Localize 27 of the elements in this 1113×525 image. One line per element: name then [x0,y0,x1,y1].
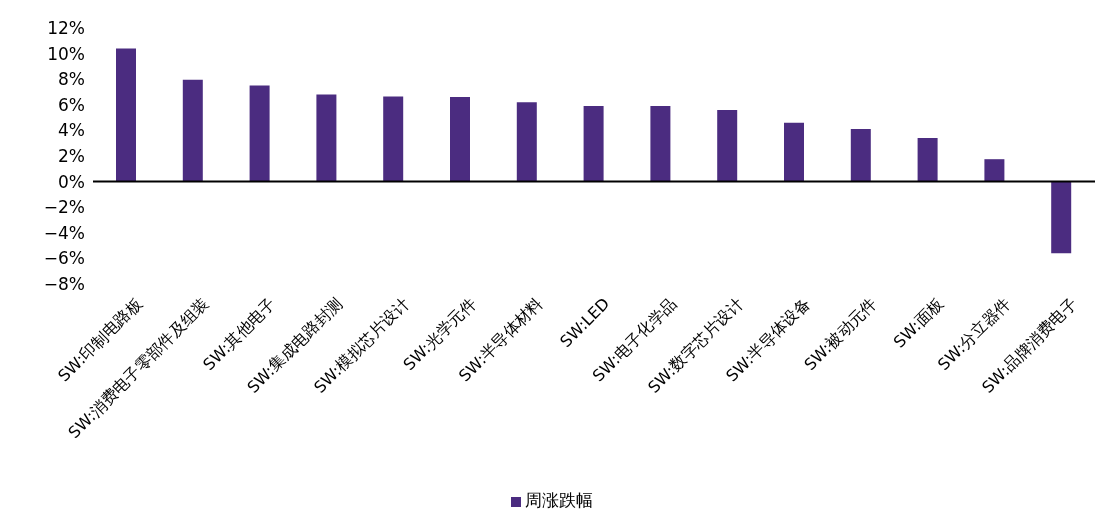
y-tick-label: 4% [58,120,85,141]
bar [984,159,1005,182]
y-tick-label: −4% [43,222,85,243]
y-tick-label: 6% [58,94,85,115]
bar [784,122,804,182]
y-tick-label: 2% [58,146,85,167]
bar [182,79,203,182]
bar [583,106,604,182]
bar [450,97,470,182]
y-tick-label: 0% [58,171,85,192]
y-tick-label: −2% [43,197,85,218]
y-tick-label: 10% [47,43,85,64]
bar [717,109,738,182]
y-tick-label: 8% [58,69,85,90]
legend-label: 周涨跌幅 [524,490,593,510]
y-tick-label: 12% [47,18,85,39]
bar [316,94,337,182]
bar [516,102,537,182]
bar [116,48,136,182]
bar [850,129,871,182]
bar [1051,181,1072,254]
bar [383,96,404,182]
bar [650,106,671,182]
y-tick-label: −6% [43,248,85,269]
bar [917,138,938,182]
bar [249,85,270,182]
y-tick-label: −8% [43,274,85,295]
